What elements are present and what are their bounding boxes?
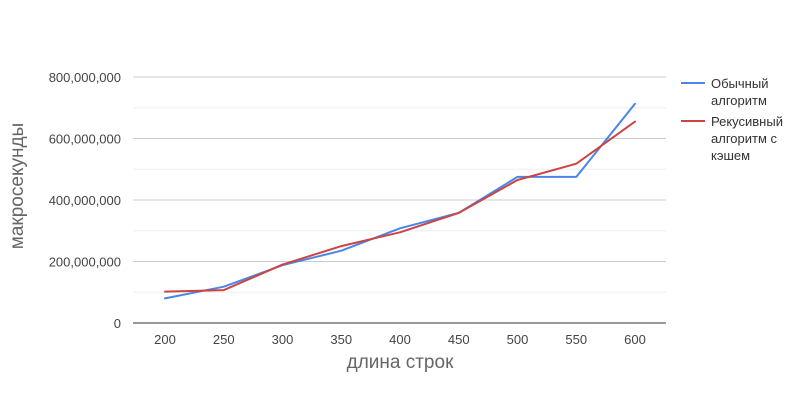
legend-label-2: Рекусивный: [711, 114, 783, 129]
x-tick-label: 200: [154, 332, 176, 347]
x-tick-label: 350: [330, 332, 352, 347]
x-tick-label: 400: [389, 332, 411, 347]
x-tick-label: 250: [213, 332, 235, 347]
legend-label-2: кэшем: [711, 148, 750, 163]
x-tick-label: 450: [448, 332, 470, 347]
grid-layer: [133, 76, 666, 293]
legend-label-1: алгоритм: [711, 93, 767, 108]
x-axis-title: длина строк: [347, 352, 454, 373]
x-tick-label: 500: [507, 332, 529, 347]
legend-label-2: алгоритм с: [711, 131, 777, 146]
x-tick-label: 300: [272, 332, 294, 347]
y-tick-label: 600,000,000: [49, 132, 121, 147]
x-tick-label: 550: [565, 332, 587, 347]
x-tick-label: 600: [624, 332, 646, 347]
legend: Обычный алгоритм Рекусивный алгоритм с кэшем: [681, 76, 783, 163]
y-tick-label: 0: [114, 316, 121, 331]
legend-label-1: Обычный: [711, 76, 768, 91]
series-line-1: [164, 102, 636, 300]
axis-layer: 0 200,000,000 400,000,000 600,000,000 800,00…: [49, 70, 666, 347]
y-axis-title: макросекунды: [7, 123, 28, 249]
series-layer: [164, 102, 636, 300]
y-tick-label: 400,000,000: [49, 193, 121, 208]
y-tick-label: 800,000,000: [49, 70, 121, 85]
series-line-2: [164, 120, 636, 293]
y-tick-label: 200,000,000: [49, 255, 121, 270]
